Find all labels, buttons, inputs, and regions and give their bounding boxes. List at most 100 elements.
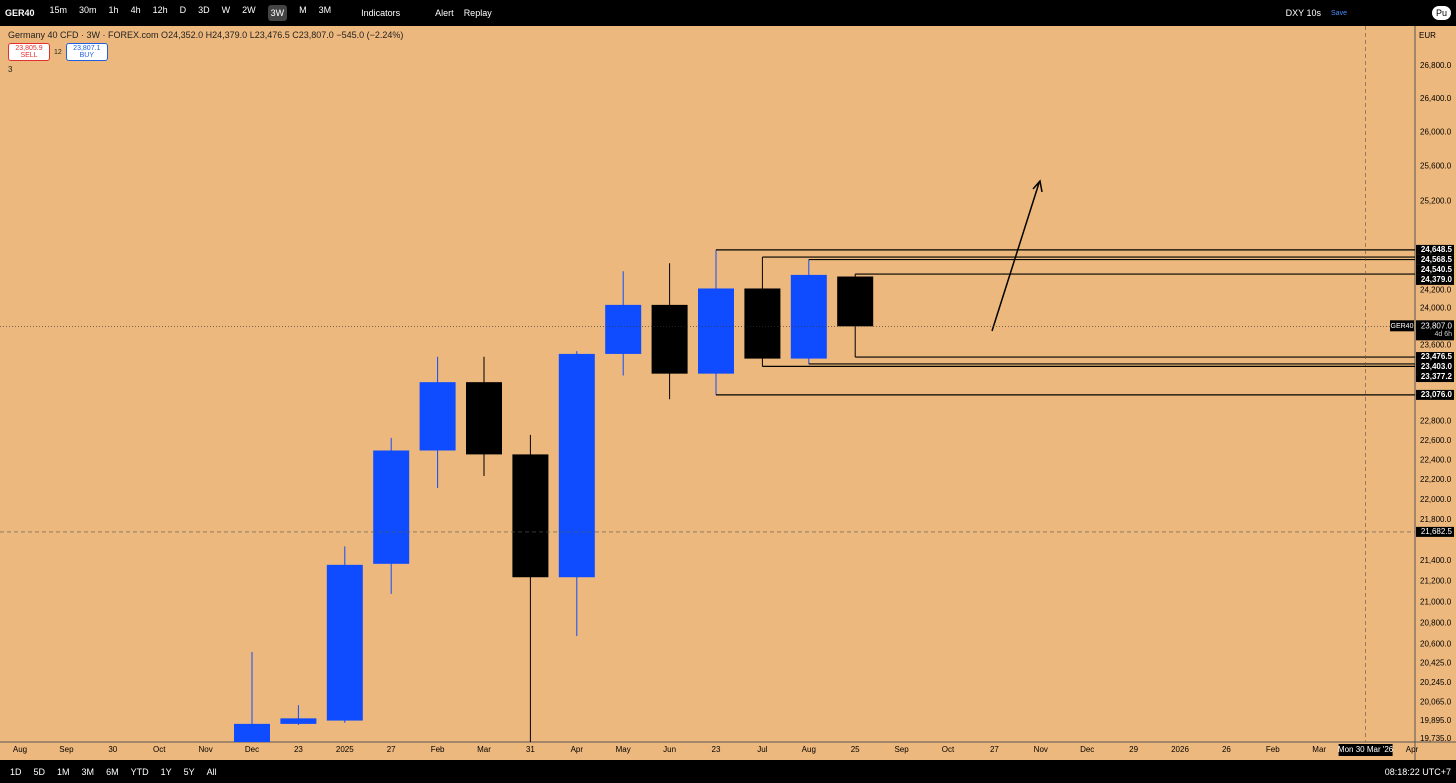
sell-button[interactable]: 23,805.9 SELL	[8, 43, 50, 61]
candle-body	[837, 276, 874, 327]
y-tick-label: 21,800.0	[1420, 515, 1452, 524]
y-tick-label: 22,400.0	[1420, 455, 1452, 464]
interval-button[interactable]: D	[179, 5, 187, 15]
ohlc-key: L	[249, 30, 255, 40]
chart: EUR 26,800.0 26,400.0 26,000.0 25,600.0 25,2…	[0, 26, 1456, 760]
x-tick-label: Oct	[942, 745, 955, 754]
range-button[interactable]: 1Y	[160, 766, 172, 777]
x-tick-label: 29	[1129, 745, 1138, 754]
range-button[interactable]: 6M	[106, 766, 119, 777]
x-tick-label: 26	[1222, 745, 1231, 754]
range-button[interactable]: 5Y	[183, 766, 195, 777]
range-button[interactable]: YTD	[130, 766, 149, 777]
candle-body	[558, 353, 595, 578]
x-tick-label: 27	[387, 745, 396, 754]
candle-body	[790, 274, 827, 359]
interval-button[interactable]: 2W	[242, 5, 256, 15]
range-button[interactable]: 1M	[57, 766, 70, 777]
x-tick-label: 2026	[1171, 745, 1189, 754]
x-tick-label: Jul	[757, 745, 767, 754]
clock: 08:18:22 UTC+7	[1384, 766, 1451, 777]
ohlc-key: O	[161, 30, 169, 40]
interval-button[interactable]: M	[299, 5, 307, 15]
replay-button[interactable]: Replay	[463, 8, 492, 18]
interval-button[interactable]: 15m	[49, 5, 68, 15]
x-tick-label: 31	[526, 745, 535, 754]
arrow-head	[1032, 179, 1043, 193]
ohlc-key: C	[292, 30, 299, 40]
candle-body	[512, 454, 549, 578]
range-button[interactable]: All	[206, 766, 217, 777]
interval-button[interactable]: 1h	[108, 5, 119, 15]
candle-body	[419, 382, 456, 451]
level-label-bg	[1416, 389, 1454, 400]
interval-button[interactable]: 3D	[198, 5, 210, 15]
y-tick-label: 22,200.0	[1420, 475, 1452, 484]
level-label-bg	[1416, 352, 1454, 363]
range-button[interactable]: 1D	[10, 766, 22, 777]
x-tick-label: Dec	[245, 745, 259, 754]
y-tick-label: 26,400.0	[1420, 94, 1452, 103]
bottom-toolbar: 1D 5D 1M 3M 6M YTD 1Y 5Y All 08:18:22 UTC+7	[0, 760, 1456, 783]
alert-button[interactable]: Alert	[435, 8, 454, 18]
level-label: 24,379.0	[1421, 275, 1453, 284]
y-tick-label: 20,600.0	[1420, 640, 1452, 649]
y-tick-label: 19,895.0	[1420, 716, 1452, 725]
interval-button[interactable]: 30m	[79, 5, 97, 15]
publish-button[interactable]: Pu	[1431, 6, 1451, 20]
ohlc: O24,352.0 H24,379.0 L23,476.5 C23,807.0	[161, 30, 336, 40]
x-tick-label: Nov	[198, 745, 212, 754]
buy-price: 23,807.1	[73, 45, 101, 52]
indicators-button[interactable]: Indicators	[361, 8, 401, 18]
x-tick-label: 2025	[336, 745, 354, 754]
y-tick-label: 25,200.0	[1420, 196, 1452, 205]
ohlc-value: 24,352.0	[168, 30, 204, 40]
interval-button[interactable]: 12h	[152, 5, 168, 15]
level-label: 23,377.2	[1421, 372, 1453, 381]
level-label-bg	[1416, 274, 1454, 285]
level-label-bg	[1416, 244, 1454, 255]
range-button[interactable]: 3M	[81, 766, 95, 777]
y-tick-label: 20,800.0	[1420, 618, 1452, 627]
symbol[interactable]: GER40	[5, 8, 35, 18]
ohlc-key: H	[205, 30, 213, 40]
y-tick-label: 22,800.0	[1420, 416, 1452, 425]
indicator-count[interactable]: 3	[8, 65, 13, 74]
level-label-bg	[1416, 254, 1454, 265]
interval-button[interactable]: W	[221, 5, 231, 15]
interval-button[interactable]: 3W	[267, 5, 288, 21]
candle-body	[651, 304, 688, 374]
save-button[interactable]: Save	[1331, 9, 1347, 17]
currency[interactable]: EUR	[1419, 31, 1436, 40]
x-tick-label: Jun	[663, 745, 676, 754]
y-tick-label: 25,600.0	[1420, 162, 1452, 171]
buy-label: BUY	[79, 52, 94, 59]
buy-button[interactable]: 23,807.1 BUY	[65, 43, 108, 61]
x-tick-label: 27	[990, 745, 999, 754]
level-label: 24,568.5	[1421, 255, 1453, 264]
y-tick-label: 21,000.0	[1420, 597, 1452, 606]
x-tick-label: 23	[294, 745, 303, 754]
interval-button[interactable]: 3M	[318, 5, 332, 15]
level-label: 24,648.5	[1421, 245, 1453, 254]
interval-button[interactable]: 4h	[130, 5, 141, 15]
top-toolbar: GER40 15m 30m 1h 4h 12h D 3D W 2W 3W M 3M Indicator…	[0, 0, 1456, 26]
range-button[interactable]: 5D	[33, 766, 46, 777]
x-tick-label: Feb	[1266, 745, 1280, 754]
x-tick-label: Mar	[477, 745, 491, 754]
level-label: 23,403.0	[1421, 362, 1453, 371]
crosshair-y-label: 21,682.5	[1421, 527, 1453, 536]
level-label: 23,476.5	[1421, 352, 1453, 361]
x-tick-label: Sep	[59, 745, 74, 754]
legend-row: Germany 40 CFD · 3W · FOREX.com O24,352.…	[8, 30, 403, 40]
watch-symbol[interactable]: DXY 10s	[1285, 8, 1322, 18]
candle-body	[605, 304, 642, 354]
x-tick-label: Aug	[13, 745, 27, 754]
y-tick-label: 20,065.0	[1420, 698, 1452, 707]
level-label: 23,076.0	[1421, 390, 1453, 399]
x-tick-label: 30	[108, 745, 117, 754]
x-tick-label: 23	[712, 745, 721, 754]
y-tick-label: 22,600.0	[1420, 436, 1452, 445]
candle-body	[373, 450, 410, 564]
ohlc-value: 24,379.0	[212, 30, 248, 40]
